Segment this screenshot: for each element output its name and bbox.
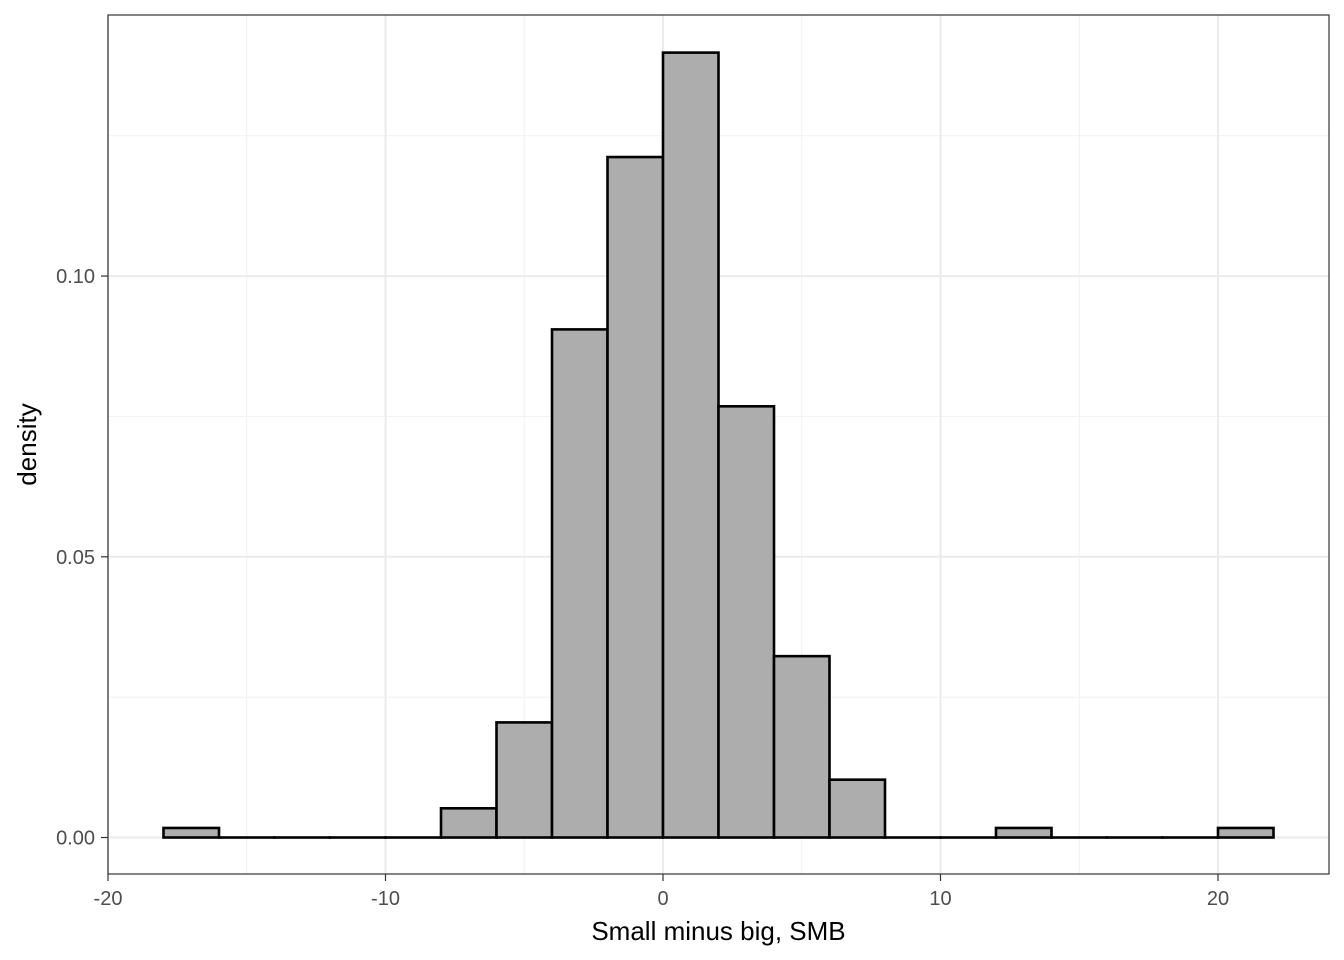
x-tick-label: 20 [1207,888,1229,910]
x-tick-label: 0 [657,888,668,910]
y-tick-label: 0.10 [56,266,95,288]
histogram-bar [550,328,609,839]
histogram-bar [606,155,665,839]
histogram-bar [772,654,831,839]
y-tick-label: 0.00 [56,828,95,850]
histogram-bar [661,51,720,839]
x-axis-title: Small minus big, SMB [591,916,845,946]
histogram-bar [162,826,221,839]
histogram-bar [495,721,554,839]
x-tick-label: -10 [371,888,400,910]
histogram-bar [994,826,1053,839]
histogram-bar [1216,826,1275,839]
histogram-bar [439,807,498,839]
x-axis-ticks: -20 -10 0 10 20 [94,874,1229,910]
y-axis-ticks: 0.00 0.05 0.10 [56,266,108,850]
histogram-bar [828,778,887,839]
y-axis-title: density [12,403,42,485]
histogram-bars [162,51,1275,839]
y-tick-label: 0.05 [56,547,95,569]
plot-panel-border [107,14,1330,875]
histogram-bar [717,405,776,839]
x-tick-label: -20 [94,888,123,910]
x-tick-label: 10 [929,888,951,910]
